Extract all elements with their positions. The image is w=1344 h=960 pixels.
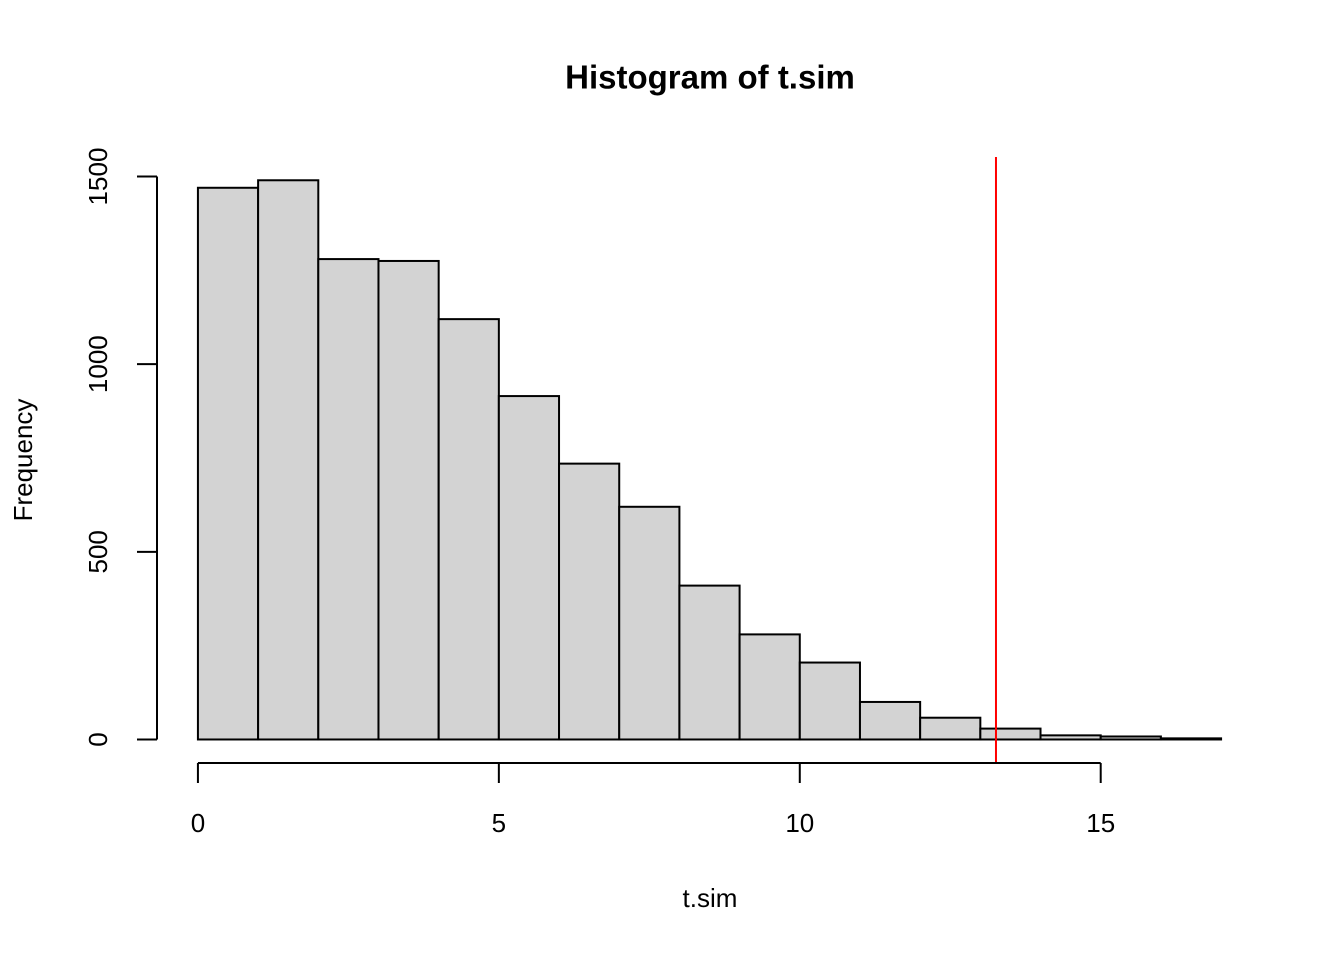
y-tick-label: 1000 — [83, 335, 113, 393]
bar — [919, 716, 982, 741]
bar — [257, 179, 320, 741]
bar — [738, 633, 801, 741]
bar — [1159, 737, 1223, 741]
bar — [497, 395, 561, 741]
y-axis-label: Frequency — [8, 399, 38, 522]
bar — [377, 259, 440, 741]
y-tick-label: 500 — [83, 530, 113, 573]
bar — [618, 505, 681, 741]
x-tick-label: 0 — [191, 808, 205, 838]
x-tick-label: 15 — [1086, 808, 1115, 838]
bar — [798, 661, 861, 741]
bar — [979, 727, 1042, 741]
bar — [196, 186, 260, 741]
bar — [437, 318, 500, 741]
y-tick-label: 0 — [83, 732, 113, 746]
bar — [678, 584, 741, 741]
bar — [1099, 735, 1162, 741]
chart-title: Histogram of t.sim — [565, 59, 855, 96]
bar — [858, 700, 922, 741]
bar — [1039, 734, 1102, 741]
x-axis-label: t.sim — [683, 883, 738, 913]
x-tick-label: 10 — [785, 808, 814, 838]
x-tick-label: 5 — [492, 808, 506, 838]
bar — [317, 258, 380, 741]
y-tick-label: 1500 — [83, 148, 113, 206]
bar — [558, 462, 621, 741]
